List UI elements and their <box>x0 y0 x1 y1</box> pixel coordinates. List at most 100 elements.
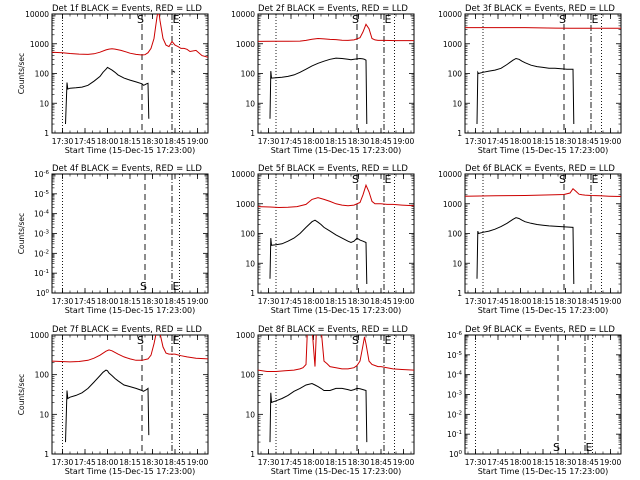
x-tick-label: 18:15 <box>325 458 347 467</box>
y-tick-label: 100 <box>449 450 463 459</box>
y-tick-label: 10 <box>245 99 255 108</box>
y-tick-label: 10-4 <box>447 371 463 380</box>
panel-title: Det 2f BLACK = Events, RED = LLD <box>258 4 408 14</box>
x-tick-label: 19:00 <box>187 137 209 146</box>
end-marker-label: E <box>592 173 599 186</box>
y-tick-label: 100 <box>241 371 256 380</box>
panel-det-2f: Det 2f BLACK = Events, RED = LLD 1 10 100 10… <box>231 4 414 155</box>
x-tick-label: 19:00 <box>600 137 622 146</box>
x-tick-label: 17:30 <box>465 137 487 146</box>
plot-frame <box>464 173 622 294</box>
plot-frame <box>257 173 415 294</box>
y-tick-label: 1 <box>250 129 255 138</box>
x-tick-label: 18:45 <box>577 137 599 146</box>
y-tick-label: 1 <box>250 450 255 459</box>
start-marker-label: S <box>352 173 359 186</box>
y-tick-label: 10-2 <box>34 249 49 258</box>
y-tick-label: 10-3 <box>34 230 50 239</box>
x-tick-label: 19:00 <box>600 297 622 306</box>
lld-series-line <box>52 14 208 58</box>
x-tick-label: 18:15 <box>119 458 141 467</box>
panel-det-6f: Det 6f BLACK = Events, RED = LLD 1 10 100 10… <box>438 164 621 315</box>
x-tick-label: 17:30 <box>258 458 280 467</box>
start-marker-label: S <box>352 334 359 347</box>
events-series-line <box>65 66 176 125</box>
x-axis-label: Start Time (15-Dec-15 17:23:00) <box>478 467 609 476</box>
x-tick-label: 19:00 <box>393 458 415 467</box>
x-tick-label: 18:45 <box>164 458 186 467</box>
x-tick-label: 19:00 <box>393 137 415 146</box>
x-tick-label: 17:45 <box>280 458 302 467</box>
y-tick-label: 10000 <box>231 170 255 179</box>
start-marker-label: S <box>137 334 144 347</box>
y-tick-label: 10-4 <box>34 210 50 219</box>
x-tick-label: 18:45 <box>370 137 392 146</box>
x-tick-label: 18:00 <box>510 458 532 467</box>
y-tick-label: 1000 <box>30 40 49 49</box>
x-axis-label: Start Time (15-Dec-15 17:23:00) <box>271 306 402 315</box>
y-axis-label: Counts/sec <box>17 374 26 415</box>
x-tick-label: 18:00 <box>97 297 119 306</box>
x-tick-label: 18:45 <box>164 297 186 306</box>
events-series-line <box>269 57 368 125</box>
x-tick-label: 18:30 <box>555 458 577 467</box>
end-marker-label: E <box>592 13 599 26</box>
lld-series-line <box>465 187 621 197</box>
x-tick-label: 18:15 <box>119 137 141 146</box>
y-tick-label: 1 <box>457 129 462 138</box>
plot-frame <box>51 334 209 455</box>
panel-title: Det 7f BLACK = Events, RED = LLD <box>52 325 202 335</box>
plot-frame <box>464 334 622 455</box>
x-tick-label: 18:45 <box>164 137 186 146</box>
plot-frame <box>257 334 415 455</box>
x-tick-label: 18:15 <box>325 137 347 146</box>
panel-title: Det 1f BLACK = Events, RED = LLD <box>52 4 202 14</box>
y-tick-label: 10 <box>39 410 49 419</box>
panel-title: Det 4f BLACK = Events, RED = LLD <box>52 164 202 174</box>
x-tick-label: 17:45 <box>487 458 509 467</box>
x-tick-label: 19:00 <box>393 297 415 306</box>
y-tick-label: 10-1 <box>447 430 462 439</box>
panel-det-9f: Det 9f BLACK = Events, RED = LLD 100 10-1 1… <box>447 325 622 476</box>
x-tick-label: 18:45 <box>370 458 392 467</box>
lld-series-line <box>258 183 414 209</box>
y-tick-label: 1 <box>44 129 49 138</box>
x-axis-label: Start Time (15-Dec-15 17:23:00) <box>478 306 609 315</box>
x-tick-label: 17:30 <box>258 297 280 306</box>
start-marker-label: S <box>140 280 147 293</box>
x-tick-label: 18:15 <box>532 137 554 146</box>
y-tick-label: 10 <box>452 99 462 108</box>
y-tick-label: 10 <box>245 259 255 268</box>
y-tick-label: 1000 <box>236 200 255 209</box>
x-tick-label: 18:00 <box>303 297 325 306</box>
y-tick-label: 10-3 <box>447 391 463 400</box>
start-marker-label: S <box>137 13 144 26</box>
x-tick-label: 18:00 <box>97 458 119 467</box>
start-marker-label: S <box>553 441 560 454</box>
x-tick-label: 17:30 <box>465 458 487 467</box>
start-marker-label: S <box>559 173 566 186</box>
x-tick-label: 18:45 <box>577 458 599 467</box>
y-axis-label: Counts/sec <box>17 213 26 254</box>
y-tick-label: 100 <box>36 289 50 298</box>
y-tick-label: 10 <box>39 99 49 108</box>
panel-title: Det 8f BLACK = Events, RED = LLD <box>258 325 408 335</box>
y-tick-label: 10-1 <box>34 269 49 278</box>
plot-frame <box>51 13 209 134</box>
lld-series-line <box>258 335 414 372</box>
y-tick-label: 1000 <box>236 40 255 49</box>
x-tick-label: 18:00 <box>510 297 532 306</box>
x-tick-label: 17:45 <box>74 137 96 146</box>
x-tick-label: 18:00 <box>510 137 532 146</box>
x-tick-label: 18:30 <box>348 137 370 146</box>
x-tick-label: 18:30 <box>555 297 577 306</box>
x-axis-label: Start Time (15-Dec-15 17:23:00) <box>271 146 402 155</box>
x-tick-label: 18:15 <box>532 297 554 306</box>
y-tick-label: 1 <box>457 289 462 298</box>
plot-frame <box>464 13 622 134</box>
y-tick-label: 1 <box>44 450 49 459</box>
y-tick-label: 100 <box>35 371 50 380</box>
start-marker-label: S <box>352 13 359 26</box>
panel-title: Det 9f BLACK = Events, RED = LLD <box>465 325 615 335</box>
x-tick-label: 17:30 <box>52 297 74 306</box>
